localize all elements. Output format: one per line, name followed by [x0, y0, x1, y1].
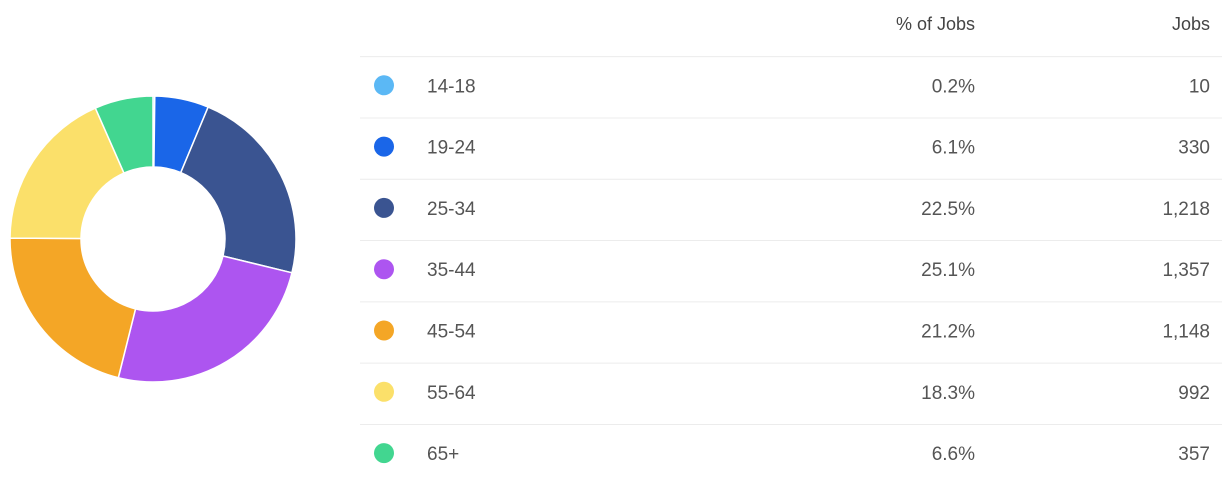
slice [179, 106, 297, 274]
legend-dot [374, 259, 394, 280]
legend-dot [374, 75, 394, 96]
jobs-cell: 1,357 [1162, 260, 1210, 281]
category-label: 19-24 [427, 138, 476, 159]
legend-dot [374, 320, 394, 341]
category-label: 45-54 [427, 322, 476, 343]
jobs-cell: 1,218 [1162, 199, 1210, 220]
category-label: 25-34 [427, 199, 476, 220]
percent-cell: 18.3% [921, 383, 975, 404]
slice [94, 95, 154, 175]
jobs-cell: 1,148 [1162, 322, 1210, 343]
jobs-cell: 330 [1178, 138, 1210, 159]
legend-dot [374, 136, 394, 157]
column-header: Jobs [1172, 14, 1210, 34]
percent-cell: 6.1% [932, 138, 975, 159]
percent-cell: 22.5% [921, 199, 975, 220]
column-header: % of Jobs [896, 14, 975, 34]
slice [117, 255, 293, 383]
slice [9, 237, 137, 379]
percent-cell: 6.6% [932, 444, 975, 465]
category-label: 65+ [427, 444, 459, 465]
category-label: 55-64 [427, 383, 476, 404]
percent-cell: 25.1% [921, 260, 975, 281]
percent-cell: 0.2% [932, 76, 975, 97]
legend-dot [374, 197, 394, 218]
legend-dot [374, 443, 394, 464]
jobs-cell: 992 [1178, 383, 1210, 404]
percent-cell: 21.2% [921, 322, 975, 343]
jobs-cell: 357 [1178, 444, 1210, 465]
slice [9, 107, 125, 240]
category-label: 35-44 [427, 260, 476, 281]
jobs-cell: 10 [1189, 76, 1210, 97]
category-label: 14-18 [427, 76, 476, 97]
legend-dot [374, 381, 394, 402]
